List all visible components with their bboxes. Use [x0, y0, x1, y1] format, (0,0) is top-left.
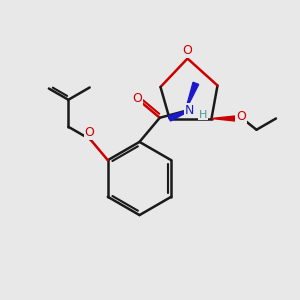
Text: H: H: [199, 110, 207, 119]
Text: O: O: [85, 126, 94, 140]
Polygon shape: [169, 109, 194, 121]
Text: O: O: [236, 110, 246, 123]
Polygon shape: [185, 82, 199, 111]
Text: O: O: [183, 44, 192, 57]
Text: O: O: [132, 92, 142, 105]
Polygon shape: [212, 116, 237, 121]
Text: N: N: [185, 103, 194, 116]
